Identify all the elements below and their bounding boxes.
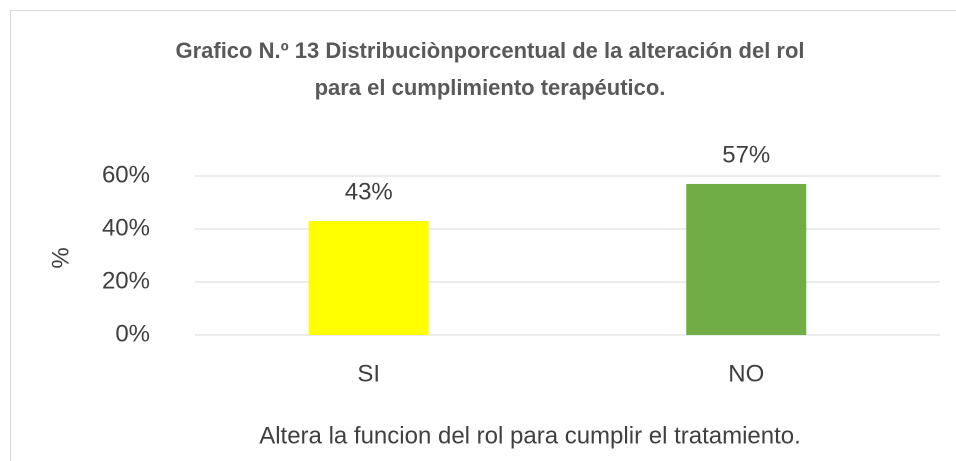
chart-title: Grafico N.º 13 Distribuciònporcentual de… [175, 38, 805, 100]
chart-border [10, 10, 956, 461]
y-tick-label: 40% [102, 214, 150, 241]
data-label: 43% [345, 178, 393, 205]
y-axis-label: % [47, 247, 74, 268]
y-tick-label: 20% [102, 267, 150, 294]
y-tick-label: 60% [102, 161, 150, 188]
y-tick-label: 0% [115, 320, 150, 347]
x-tick-label: SI [357, 360, 380, 387]
bar [686, 183, 807, 335]
x-tick-label: NO [728, 360, 764, 387]
x-axis-label: Altera la funcion del rol para cumplir e… [259, 422, 801, 449]
bar [308, 221, 429, 335]
data-label: 57% [722, 141, 770, 168]
